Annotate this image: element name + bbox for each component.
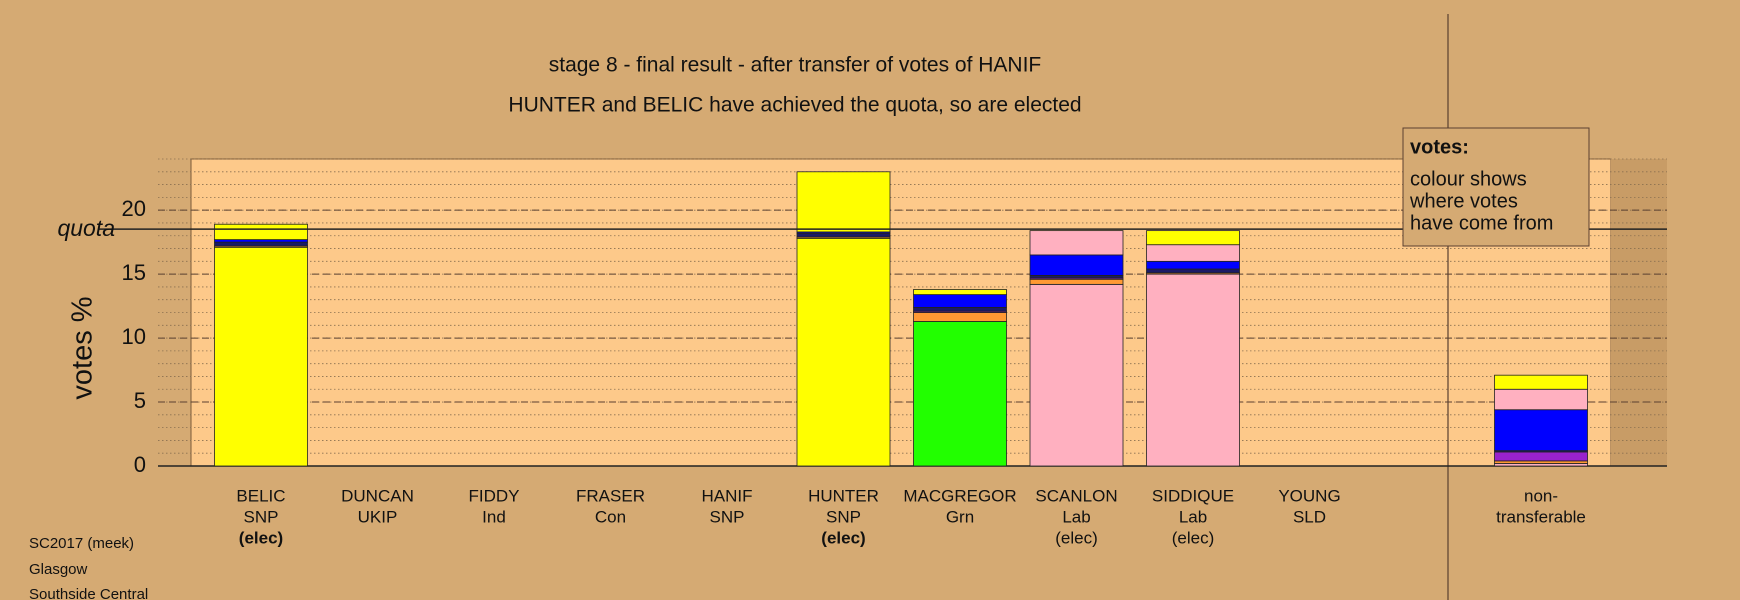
x-tick-label: MACGREGOR [903,486,1016,505]
bar-segment [913,306,1007,312]
bar-segment [1494,451,1588,462]
bar-segment [1029,230,1124,256]
note-line: have come from [1410,212,1553,234]
y-tick-label: 0 [134,452,146,477]
footer-text: Glasgow [29,561,88,578]
party-label: Grn [946,507,974,526]
bar-segment [1494,388,1588,411]
x-tick-label: BELIC [236,486,285,505]
x-tick-label: DUNCAN [341,486,414,505]
party-label: SNP [826,507,861,526]
chart-title: stage 8 - final result - after transfer … [549,54,1042,77]
x-tick-label: YOUNG [1278,486,1340,505]
party-label: SNP [710,507,745,526]
bar-segment [1146,268,1240,274]
y-axis-label: votes % [67,296,99,399]
party-label: Lab [1179,507,1207,526]
bar-segment [913,294,1007,308]
party-label: Lab [1062,507,1090,526]
x-tick-label: SCANLON [1035,486,1117,505]
status-label: (elec) [239,528,283,547]
party-label: Ind [482,507,506,526]
x-tick-label: SIDDIQUE [1152,486,1234,505]
bar-segment [1494,374,1588,390]
note-line: colour shows [1410,168,1527,190]
x-tick-label: FRASER [576,486,645,505]
bar-segment [1029,254,1124,276]
note-title: votes: [1410,136,1469,158]
y-tick-label: 5 [134,388,146,413]
x-tick-label: FIDDY [469,486,520,505]
y-tick-label: 15 [122,260,146,285]
footer-text: Southside Central [29,586,148,600]
status-label: (elec) [1172,528,1215,547]
party-label: Con [595,507,626,526]
status-label: (elec) [821,528,865,547]
footer-text: SC2017 (meek) [29,535,134,552]
bar-segment [214,223,308,240]
x-tick-label: HUNTER [808,486,879,505]
party-label: transferable [1496,507,1586,526]
bar-segment [1029,283,1124,467]
bar-segment [214,246,308,467]
bar-segment [1146,230,1240,246]
bar-segment [1494,409,1588,452]
bar-segment [913,321,1007,467]
bar-segment [913,289,1007,295]
bar-segment [796,232,891,238]
quota-label: quota [57,215,115,241]
party-label: SNP [244,507,279,526]
note-box [1402,127,1590,247]
chart-subtitle: HUNTER and BELIC have achieved the quota… [508,94,1081,117]
x-tick-label: non- [1524,486,1558,505]
bar-segment [913,312,1007,322]
bar-segment [214,241,308,247]
y-tick-label: 10 [122,324,146,349]
status-label: (elec) [1055,528,1098,547]
x-tick-label: HANIF [702,486,753,505]
y-tick-label: 20 [122,196,146,221]
bar-segment [1146,273,1240,467]
party-label: UKIP [358,507,398,526]
bar-segment [796,171,891,233]
bar-segment [1146,244,1240,262]
note-line: where votes [1409,190,1518,212]
party-label: SLD [1293,507,1326,526]
bar-segment [1146,260,1240,270]
bar-segment [1029,278,1124,285]
bar-segment [796,237,891,467]
